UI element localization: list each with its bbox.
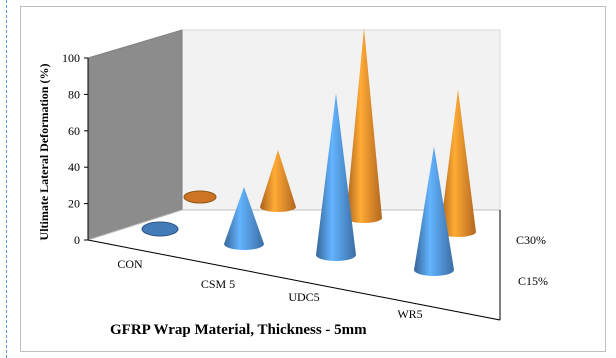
cone <box>346 28 382 223</box>
y-tick-label: 60 <box>68 124 80 138</box>
x-category-label: WR5 <box>397 307 422 321</box>
cone <box>440 89 476 237</box>
y-tick-label: 80 <box>68 87 80 101</box>
cone-base-zero <box>183 190 217 204</box>
cone <box>316 93 356 261</box>
y-axis-label: Ultimate Lateral Deformation (%) <box>37 64 51 241</box>
cone-base-zero <box>141 221 179 237</box>
series-depth-label: C15% <box>518 274 548 288</box>
y-tick-label: 0 <box>74 233 80 247</box>
x-category-label: CSM 5 <box>201 277 235 291</box>
cone <box>224 187 264 250</box>
y-tick-label: 100 <box>62 51 80 65</box>
y-tick-label: 20 <box>68 197 80 211</box>
x-category-label: UDC5 <box>288 290 319 304</box>
cone <box>260 150 296 212</box>
side-wall <box>87 29 183 241</box>
series-depth-label: C30% <box>516 233 546 247</box>
y-tick-label: 40 <box>68 160 80 174</box>
cone <box>414 146 454 276</box>
page-dashed-border <box>6 0 7 358</box>
x-category-label: CON <box>117 257 143 271</box>
x-axis-title: GFRP Wrap Material, Thickness - 5mm <box>110 322 367 338</box>
x-axis-line <box>87 239 501 321</box>
